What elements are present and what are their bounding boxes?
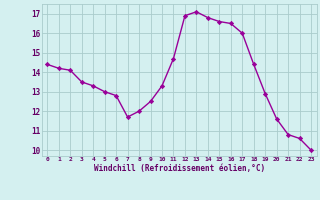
X-axis label: Windchill (Refroidissement éolien,°C): Windchill (Refroidissement éolien,°C) <box>94 164 265 173</box>
